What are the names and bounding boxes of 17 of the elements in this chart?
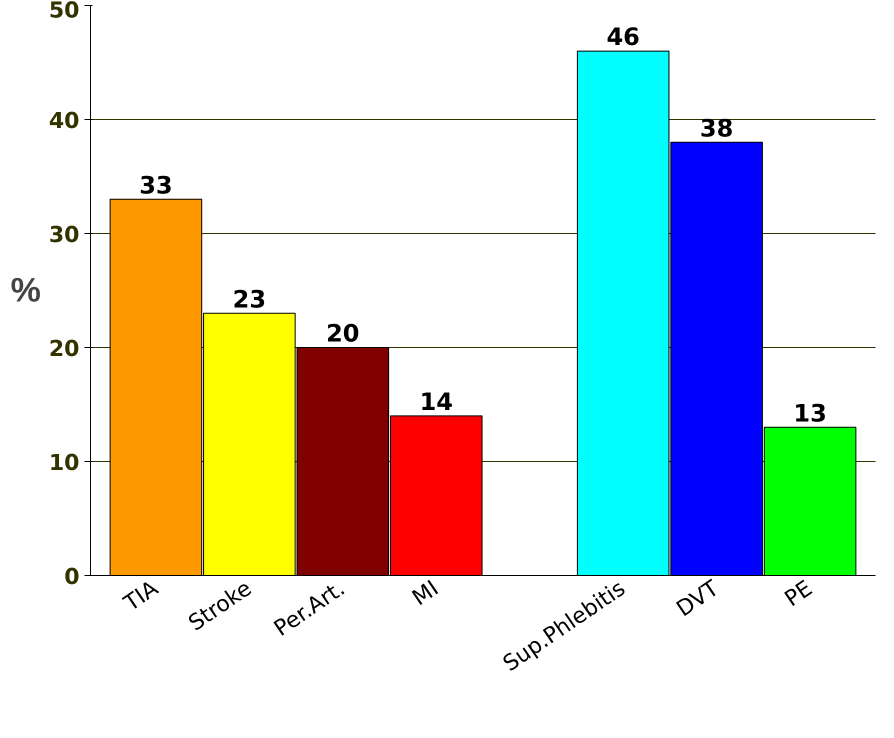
data-label: 14 (420, 388, 453, 416)
data-label: 23 (232, 285, 266, 314)
y-tick-label: 0 (64, 565, 80, 590)
data-label: 13 (793, 399, 827, 428)
data-label: 33 (139, 171, 173, 200)
y-tick-label: 40 (48, 109, 80, 134)
data-label: 20 (326, 320, 360, 348)
y-tick-label: 50 (48, 0, 80, 24)
x-tick-label: PE (780, 576, 818, 612)
y-tick-label: 10 (48, 451, 80, 476)
data-label: 46 (606, 23, 640, 52)
x-tick-label: TIA (119, 576, 163, 618)
y-tick-label: 20 (48, 337, 80, 362)
x-tick-label: MI (408, 576, 444, 612)
y-tick-label: 30 (48, 223, 80, 248)
data-label: 38 (700, 114, 734, 142)
y-axis-title: % (10, 272, 41, 310)
